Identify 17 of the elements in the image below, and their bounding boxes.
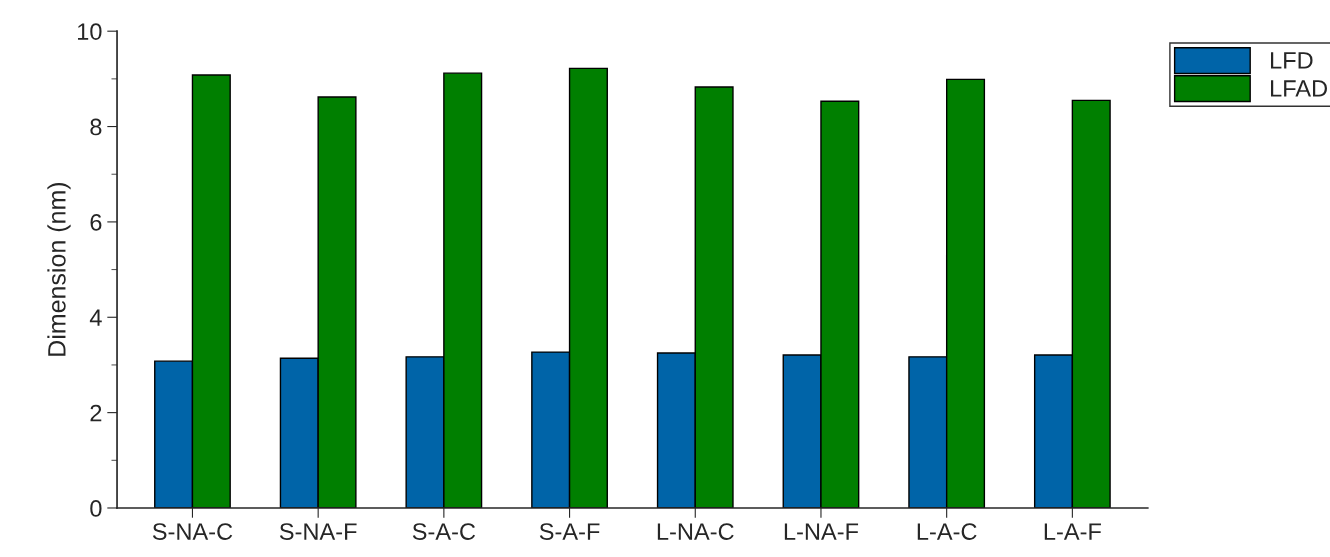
x-tick-label: L-NA-C (657, 523, 734, 540)
x-tick-label: L-A-C (917, 523, 977, 540)
legend-label: LFD (1271, 52, 1313, 69)
y-tick-label: 2 (90, 404, 102, 422)
y-tick-label: 0 (90, 500, 102, 517)
y-tick-label: 8 (90, 118, 102, 136)
x-tick-label: S-NA-C (152, 523, 233, 540)
y-tick-label: 10 (78, 23, 102, 40)
x-tick-label: S-NA-F (279, 523, 357, 540)
legend-label: LFAD (1271, 80, 1327, 97)
x-tick-label: L-NA-F (784, 523, 859, 540)
x-tick-label: S-A-F (539, 523, 600, 540)
y-tick-label: 4 (89, 309, 102, 326)
y-axis-title: Dimension (nm) (47, 182, 71, 356)
x-tick-label: S-A-C (412, 523, 476, 540)
x-tick-label: L-A-F (1044, 523, 1101, 540)
y-tick-label: 6 (90, 213, 102, 231)
